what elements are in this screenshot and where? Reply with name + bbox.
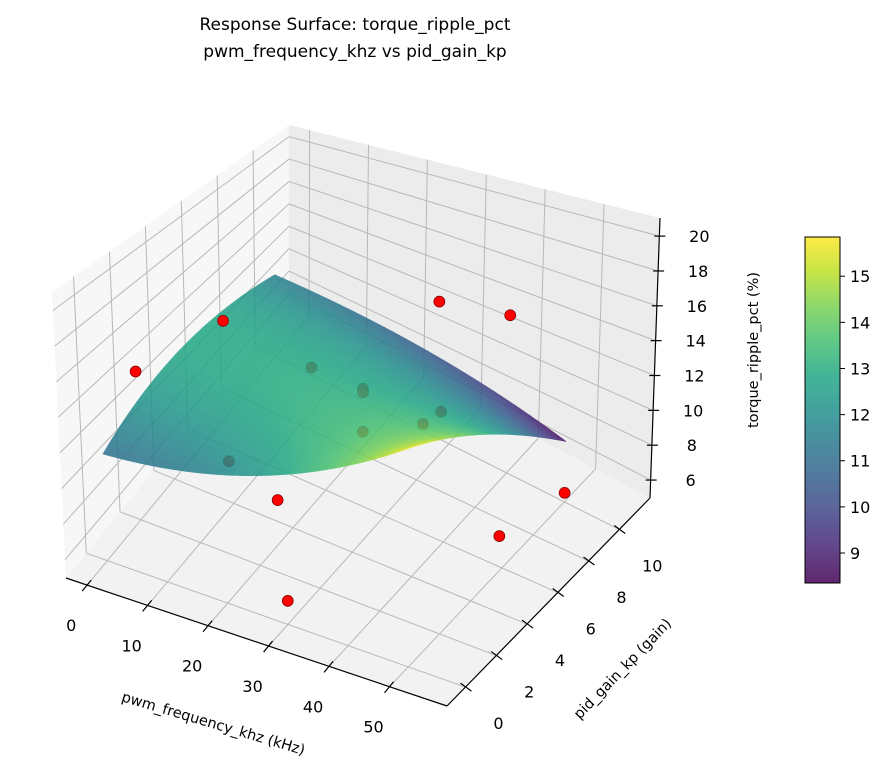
z-gridline-left (57, 203, 290, 418)
x-gridline-wall (595, 203, 605, 469)
data-point (271, 494, 284, 506)
x-tick-label: 10 (121, 636, 141, 655)
y-tick-mark (552, 588, 565, 598)
x-tick-mark (384, 681, 395, 694)
chart-subtitle: pwm_frequency_khz vs pid_gain_kp (203, 42, 507, 62)
data-point (493, 530, 506, 542)
z-tick-label: 14 (685, 332, 705, 351)
x-gridline-wall (308, 130, 311, 316)
z-tick-label: 12 (684, 367, 704, 386)
y-tick-label: 6 (586, 620, 596, 639)
z-gridline-back (288, 270, 653, 446)
grid-lines (52, 130, 660, 688)
response-surface (102, 274, 567, 477)
axis-lines: 0 10 20 30 40 50 0 2 4 6 8 10 6 8 10 12 14 16 18 20 (65, 217, 710, 737)
z-gridline-left (52, 136, 290, 311)
data-point (433, 295, 446, 308)
y-axis-line (446, 497, 651, 707)
z-tick-label: 18 (688, 262, 708, 281)
z-axis-label: torque_ripple_pct (%) (746, 272, 762, 428)
y-tick-label: 0 (493, 714, 503, 733)
x-axis-line (65, 577, 448, 707)
colorbar-tick-label: 11 (850, 452, 870, 471)
y-tick-mark (583, 556, 595, 566)
y-tick-mark (490, 651, 503, 661)
y-tick-label: 8 (616, 588, 626, 607)
data-point (217, 314, 229, 327)
x-tick-label: 40 (303, 697, 323, 716)
surface-patch (403, 445, 416, 451)
colorbar-gradient (804, 236, 841, 584)
x-tick-label: 20 (182, 657, 202, 676)
z-tick-label: 16 (687, 297, 707, 316)
z-axis-line (649, 217, 661, 499)
x-tick-label: 0 (66, 616, 76, 635)
y-tick-label: 2 (524, 683, 534, 702)
x-gridline-floor (328, 437, 539, 667)
x-gridline-floor (389, 468, 596, 688)
colorbar-tick-label: 10 (850, 498, 870, 517)
data-point (281, 595, 294, 607)
z-tick-label: 10 (683, 401, 703, 420)
y-gridline-floor (86, 552, 466, 688)
z-gridline-back (288, 158, 659, 272)
x-gridline-floor (268, 407, 482, 647)
x-tick-mark (263, 640, 274, 653)
chart-title-block: Response Surface: torque_ripple_pct pwm_… (0, 12, 710, 66)
y-gridline-floor (153, 469, 528, 625)
x-tick-mark (202, 620, 213, 633)
z-gridline-back (288, 225, 655, 376)
y-gridline-wall (108, 251, 121, 512)
colorbar-tick-label: 15 (850, 267, 870, 286)
data-point (558, 486, 571, 499)
x-gridline-wall (365, 144, 369, 347)
data-point (504, 309, 517, 322)
z-gridline-back (288, 180, 658, 307)
y-tick-mark (613, 525, 626, 535)
left-wall-pane (52, 125, 289, 578)
colorbar-tick-label: 14 (850, 313, 870, 332)
x-tick-label: 50 (363, 718, 383, 737)
y-tick-label: 10 (642, 557, 662, 576)
z-tick-label: 20 (689, 227, 709, 246)
colorbar: 9 10 11 12 13 14 15 (804, 236, 870, 584)
data-point (129, 365, 142, 378)
y-gridline-wall (73, 276, 87, 554)
y-tick-label: 4 (555, 651, 565, 670)
x-gridline-wall (537, 189, 546, 439)
z-gridline-back (288, 203, 656, 342)
colorbar-tick-label: 12 (850, 406, 870, 425)
colorbar-tick-label: 13 (850, 359, 870, 378)
chart-title: Response Surface: torque_ripple_pct (199, 15, 511, 35)
x-gridline-wall (480, 174, 487, 408)
y-tick-mark (521, 619, 534, 629)
z-gridline-left (59, 225, 290, 454)
z-tick-label: 8 (687, 436, 697, 455)
x-tick-mark (323, 661, 334, 673)
x-tick-label: 30 (242, 677, 262, 696)
scatter-points-front (129, 295, 571, 607)
x-tick-mark (81, 579, 92, 592)
x-gridline-wall (423, 159, 428, 378)
z-gridline-left (56, 181, 290, 383)
x-axis-label: pwm_frequency_khz (kHz) (120, 689, 307, 758)
z-gridline-back (288, 248, 654, 411)
z-tick-label: 6 (686, 471, 696, 490)
colorbar-tick-label: 9 (850, 544, 860, 563)
z-gridline-left (54, 158, 290, 347)
y-gridline-floor (119, 511, 497, 657)
y-tick-mark (460, 682, 472, 692)
z-gridline-back (288, 136, 660, 237)
x-tick-mark (142, 600, 153, 612)
